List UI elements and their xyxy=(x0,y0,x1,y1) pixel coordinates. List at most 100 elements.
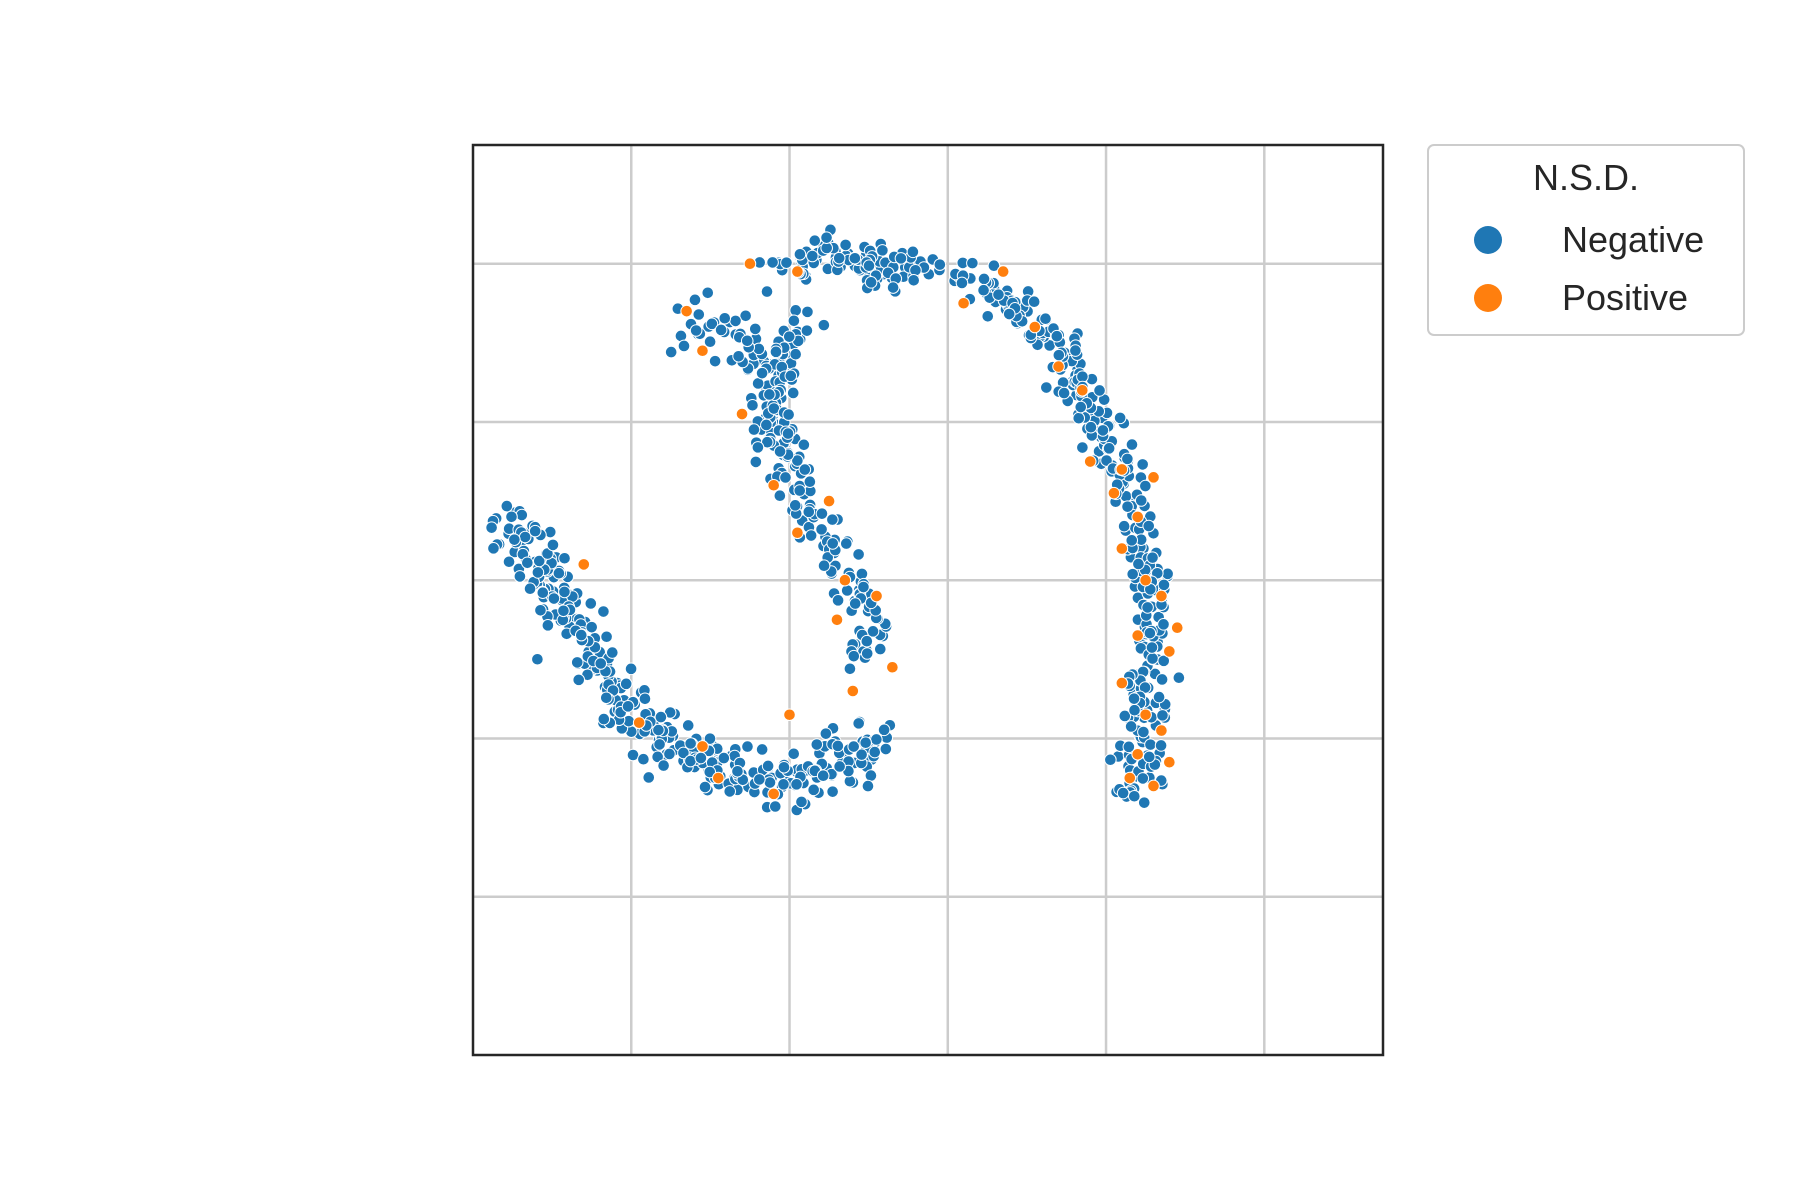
point-negative xyxy=(1134,494,1148,507)
point-negative xyxy=(1126,567,1140,581)
point-negative xyxy=(779,471,792,484)
point-negative xyxy=(718,311,732,325)
point-negative xyxy=(585,620,599,634)
legend-label-negative: Negative xyxy=(1562,219,1704,260)
point-negative xyxy=(599,691,613,705)
point-negative xyxy=(1172,671,1186,685)
point-negative xyxy=(852,717,865,730)
legend-label-positive: Positive xyxy=(1562,277,1688,318)
point-negative xyxy=(692,308,706,321)
point-negative xyxy=(642,771,656,784)
point-negative xyxy=(768,800,782,813)
point-negative xyxy=(541,619,555,632)
point-negative xyxy=(638,692,652,706)
point-negative xyxy=(803,475,817,489)
point-negative xyxy=(732,349,745,363)
point-negative xyxy=(848,251,862,265)
point-negative xyxy=(877,723,891,737)
point-negative xyxy=(1137,725,1150,739)
point-negative xyxy=(876,244,889,257)
point-negative xyxy=(703,732,717,745)
point-negative xyxy=(505,510,518,524)
point-negative xyxy=(1146,652,1159,665)
point-negative xyxy=(681,719,695,732)
point-negative xyxy=(739,309,752,323)
point-negative xyxy=(847,740,860,753)
point-negative xyxy=(782,330,796,343)
point-negative xyxy=(793,247,807,261)
point-positive xyxy=(1107,486,1121,500)
point-negative xyxy=(804,529,818,542)
point-negative xyxy=(810,738,824,751)
point-negative xyxy=(820,231,833,244)
point-negative xyxy=(843,662,857,676)
point-negative xyxy=(1002,307,1016,321)
point-negative xyxy=(977,283,990,297)
point-negative xyxy=(521,556,534,570)
point-negative xyxy=(1052,348,1066,362)
point-negative xyxy=(701,286,715,300)
point-negative xyxy=(703,335,717,349)
point-negative xyxy=(860,647,874,660)
point-negative xyxy=(790,778,803,791)
point-negative xyxy=(557,604,570,618)
point-negative xyxy=(773,489,787,503)
point-negative xyxy=(1050,329,1064,343)
point-negative xyxy=(1132,557,1145,571)
point-negative xyxy=(855,748,868,761)
point-negative xyxy=(626,748,640,762)
point-negative xyxy=(502,555,516,569)
point-negative xyxy=(1121,452,1134,466)
point-negative xyxy=(793,484,807,497)
point-positive xyxy=(696,740,709,753)
point-negative xyxy=(763,388,776,401)
point-negative xyxy=(802,505,816,519)
point-negative xyxy=(570,656,584,669)
plot-frame xyxy=(471,143,1385,1057)
point-negative xyxy=(1102,442,1116,455)
point-negative xyxy=(955,276,969,290)
point-positive xyxy=(1052,360,1065,373)
point-negative xyxy=(1125,534,1139,547)
point-negative xyxy=(1117,519,1131,533)
point-negative xyxy=(1076,370,1089,383)
point-negative xyxy=(534,603,547,617)
point-negative xyxy=(1125,438,1139,451)
point-negative xyxy=(1155,673,1169,686)
point-negative xyxy=(826,785,839,798)
point-negative xyxy=(1121,500,1134,513)
point-negative xyxy=(786,386,800,400)
point-negative xyxy=(1144,738,1157,751)
point-negative xyxy=(1096,424,1110,437)
point-negative xyxy=(1057,386,1071,400)
point-negative xyxy=(832,251,846,265)
point-positive xyxy=(1163,755,1176,769)
point-negative xyxy=(749,455,763,469)
point-negative xyxy=(760,418,773,432)
point-positive xyxy=(1115,542,1129,555)
point-negative xyxy=(746,399,759,412)
point-negative xyxy=(600,630,613,644)
point-negative xyxy=(487,542,500,555)
point-negative xyxy=(753,773,766,786)
point-negative xyxy=(766,256,779,269)
point-negative xyxy=(787,314,801,328)
point-positive xyxy=(577,558,591,571)
point-negative xyxy=(1154,739,1168,752)
point-negative xyxy=(714,323,728,337)
point-positive xyxy=(632,716,646,729)
point-negative xyxy=(777,761,791,774)
point-negative xyxy=(1074,400,1088,414)
point-negative xyxy=(748,322,762,336)
point-negative xyxy=(788,499,802,512)
point-negative xyxy=(981,309,995,323)
point-negative xyxy=(703,765,717,779)
point-negative xyxy=(1027,295,1041,309)
point-positive xyxy=(1123,771,1137,785)
point-negative xyxy=(817,559,831,572)
point-negative xyxy=(1116,786,1130,800)
point-negative xyxy=(784,369,798,383)
point-negative xyxy=(572,673,586,687)
point-negative xyxy=(755,366,769,380)
point-negative xyxy=(747,423,761,436)
